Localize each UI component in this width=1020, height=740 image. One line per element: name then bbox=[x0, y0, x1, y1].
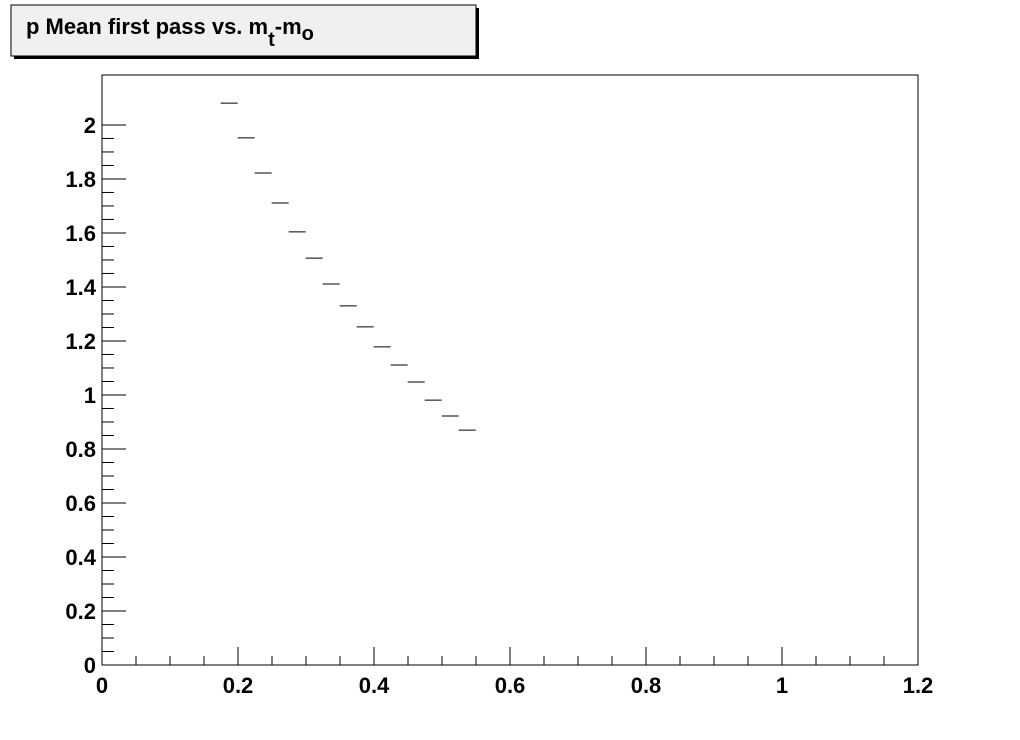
title-subscript: o bbox=[302, 23, 314, 45]
x-tick-label: 0.2 bbox=[223, 673, 254, 698]
x-tick-label: 1.2 bbox=[903, 673, 934, 698]
y-tick-label: 0.4 bbox=[65, 545, 96, 570]
title-text: -m bbox=[275, 14, 302, 39]
y-tick-label: 0 bbox=[84, 653, 96, 678]
title-subscript: t bbox=[268, 29, 275, 51]
x-tick-label: 0.4 bbox=[359, 673, 390, 698]
title-box bbox=[10, 4, 477, 57]
y-tick-label: 1.2 bbox=[65, 329, 96, 354]
y-tick-label: 1 bbox=[84, 383, 96, 408]
y-tick-label: 0.6 bbox=[65, 491, 96, 516]
y-tick-label: 1.8 bbox=[65, 167, 96, 192]
x-tick-label: 0.6 bbox=[495, 673, 526, 698]
title-text: p Mean first pass vs. m bbox=[26, 14, 268, 39]
y-tick-label: 1.6 bbox=[65, 221, 96, 246]
y-tick-label: 0.8 bbox=[65, 437, 96, 462]
y-tick-label: 1.4 bbox=[65, 275, 96, 300]
plot-frame bbox=[101, 74, 919, 666]
y-tick-label: 2 bbox=[84, 113, 96, 138]
chart-title: p Mean first pass vs. mt-mo bbox=[26, 14, 314, 51]
x-tick-label: 0.8 bbox=[631, 673, 662, 698]
x-tick-label: 0 bbox=[96, 673, 108, 698]
x-tick-label: 1 bbox=[776, 673, 788, 698]
y-tick-label: 0.2 bbox=[65, 599, 96, 624]
